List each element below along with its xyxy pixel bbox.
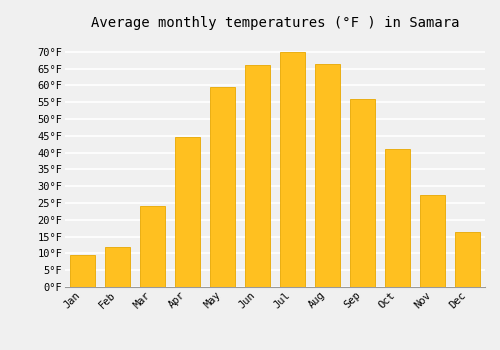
Bar — [210, 87, 235, 287]
Bar — [280, 52, 305, 287]
Bar — [70, 255, 95, 287]
Title: Average monthly temperatures (°F ) in Samara: Average monthly temperatures (°F ) in Sa… — [91, 16, 459, 30]
Bar — [350, 99, 375, 287]
Bar — [105, 247, 130, 287]
Bar — [316, 64, 340, 287]
Bar — [455, 232, 480, 287]
Bar — [140, 206, 165, 287]
Bar — [176, 138, 200, 287]
Bar — [245, 65, 270, 287]
Bar — [385, 149, 410, 287]
Bar — [420, 195, 445, 287]
